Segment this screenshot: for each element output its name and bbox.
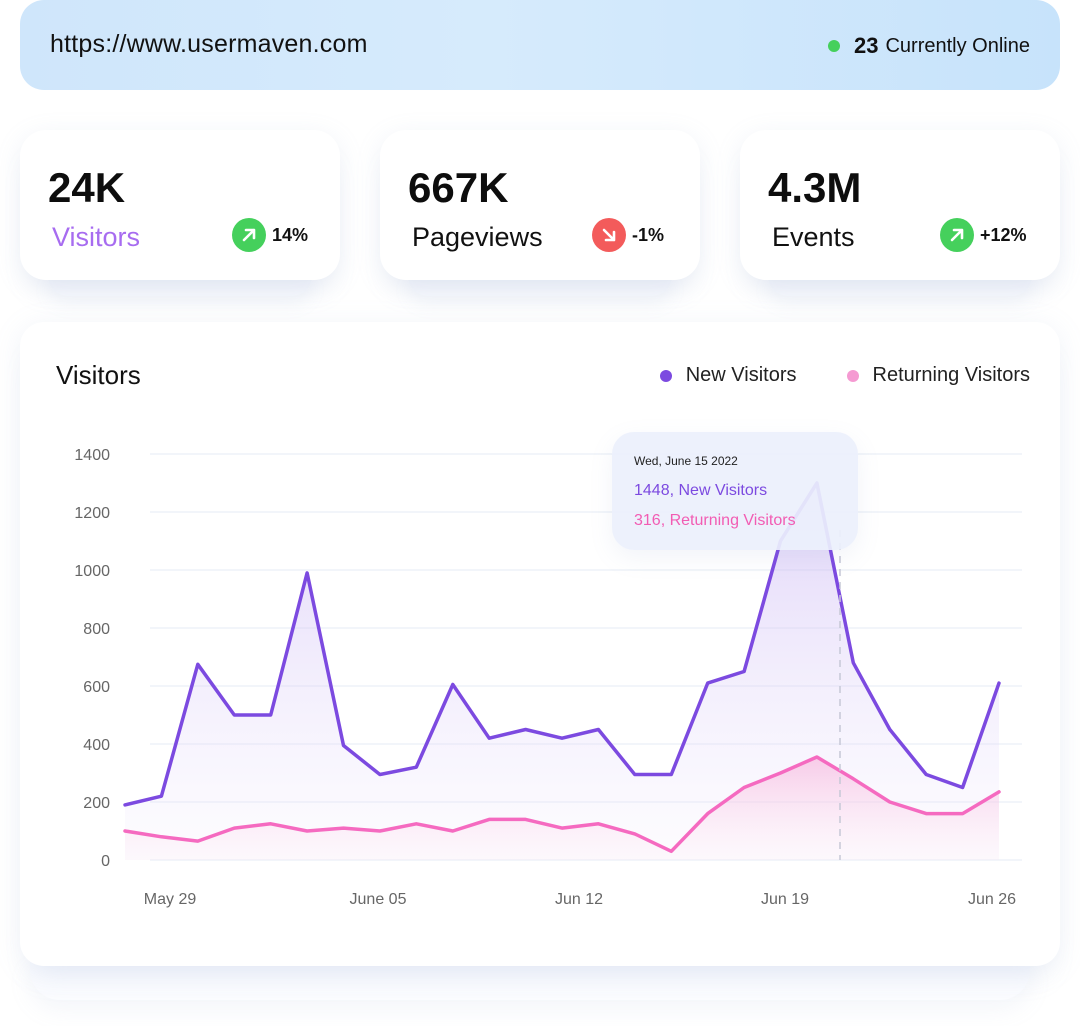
- y-tick-label: 1000: [74, 563, 110, 580]
- y-tick-label: 600: [83, 679, 110, 696]
- legend-item-returning-visitors[interactable]: Returning Visitors: [846, 364, 1030, 387]
- stat-change-value: 14%: [272, 224, 309, 245]
- x-tick-label: Jun 12: [555, 891, 603, 908]
- stat-value: 667K: [408, 164, 509, 211]
- chart-title: Visitors: [56, 360, 141, 390]
- stat-change: +12%: [940, 218, 1027, 252]
- stat-label: Events: [772, 222, 855, 252]
- stat-change: -1%: [592, 218, 664, 252]
- online-indicator: 23 Currently Online: [828, 33, 1030, 59]
- legend-item-new-visitors[interactable]: New Visitors: [659, 364, 797, 387]
- chart-tooltip: Wed, June 15 2022 1448, New Visitors 316…: [612, 432, 858, 550]
- stat-change-value: -1%: [632, 224, 665, 245]
- url-bar: https://www.usermaven.com 23 Currently O…: [20, 0, 1060, 90]
- y-tick-label: 1400: [74, 447, 110, 464]
- stat-label: Visitors: [52, 222, 141, 252]
- online-label: Currently Online: [885, 34, 1030, 57]
- chart-legend: New Visitors Returning Visitors: [610, 364, 1030, 387]
- tooltip-new-visitors: 1448, New Visitors: [634, 482, 768, 499]
- stat-change: 14%: [232, 218, 308, 252]
- stat-change-value: +12%: [980, 224, 1027, 245]
- y-tick-label: 800: [83, 621, 110, 638]
- x-tick-label: May 29: [144, 891, 197, 908]
- online-status-dot: [828, 40, 840, 52]
- tooltip-date: Wed, June 15 2022: [634, 454, 738, 468]
- chart-card-shadow: [30, 960, 1030, 1000]
- y-tick-label: 1200: [74, 505, 110, 522]
- x-tick-label: Jun 19: [761, 891, 809, 908]
- stat-value: 4.3M: [768, 164, 862, 211]
- new-visitors-series-line: [123, 481, 1001, 807]
- legend-label: New Visitors: [685, 364, 797, 386]
- x-tick-label: Jun 26: [968, 891, 1016, 908]
- stat-value: 24K: [48, 164, 126, 211]
- returning-visitors-series-area: [125, 757, 999, 860]
- returning-visitors-series-line: [123, 755, 1001, 854]
- site-url[interactable]: https://www.usermaven.com: [50, 30, 368, 58]
- arrow-up-right-icon: [232, 218, 266, 252]
- legend-label: Returning Visitors: [872, 364, 1030, 386]
- legend-dot-returning: [846, 369, 859, 382]
- x-tick-label: June 05: [350, 891, 407, 908]
- arrow-up-right-icon: [940, 218, 974, 252]
- y-tick-label: 0: [101, 853, 110, 870]
- stat-label: Pageviews: [412, 222, 543, 252]
- y-tick-label: 400: [83, 737, 110, 754]
- arrow-down-right-icon: [592, 218, 626, 252]
- legend-dot-new: [659, 369, 672, 382]
- online-count: 23: [854, 33, 879, 58]
- y-tick-label: 200: [83, 795, 110, 812]
- new-visitors-series-area: [125, 483, 999, 860]
- tooltip-returning-visitors: 316, Returning Visitors: [634, 512, 796, 529]
